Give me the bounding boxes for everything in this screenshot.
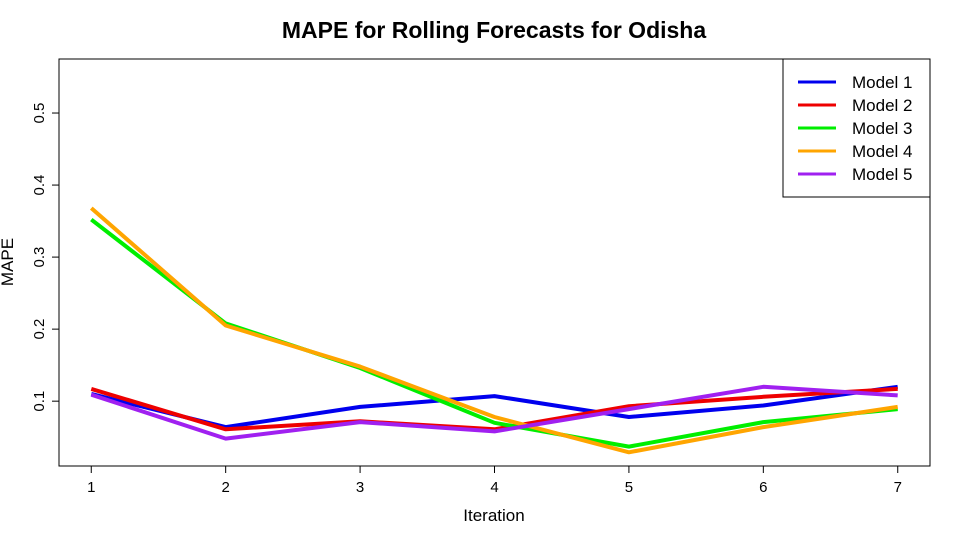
series-line-model-3 — [90, 218, 898, 449]
legend-label-model-5: Model 5 — [852, 165, 912, 184]
x-tick-label: 6 — [759, 479, 767, 496]
series-line-model-1 — [90, 384, 898, 430]
y-tick-label: 0.4 — [31, 175, 48, 196]
legend-label-model-1: Model 1 — [852, 73, 912, 92]
y-tick-label: 0.5 — [31, 103, 48, 124]
x-tick-label: 7 — [894, 479, 902, 496]
y-axis: 0.1 0.2 0.3 0.4 0.5 — [31, 103, 60, 412]
series-lines — [89, 206, 898, 455]
x-axis: 1 2 3 4 5 6 7 — [87, 465, 902, 496]
legend-label-model-3: Model 3 — [852, 119, 912, 138]
legend: Model 1 Model 2 Model 3 Model 4 Model 5 — [782, 58, 931, 198]
series-line-model-4 — [89, 206, 898, 455]
series-line-model-2 — [90, 386, 898, 432]
x-tick-label: 5 — [625, 479, 633, 496]
y-tick-label: 0.3 — [31, 247, 48, 268]
x-tick-label: 1 — [87, 479, 95, 496]
x-tick-label: 2 — [222, 479, 230, 496]
y-tick-label: 0.2 — [31, 319, 48, 340]
legend-label-model-4: Model 4 — [852, 142, 912, 161]
chart-title: MAPE for Rolling Forecasts for Odisha — [282, 17, 706, 43]
x-tick-label: 3 — [356, 479, 364, 496]
legend-label-model-2: Model 2 — [852, 96, 912, 115]
x-tick-label: 4 — [490, 479, 498, 496]
y-tick-label: 0.1 — [31, 391, 48, 412]
series-line-model-5 — [90, 384, 898, 441]
x-axis-label: Iteration — [463, 506, 524, 525]
y-axis-label: MAPE — [0, 238, 17, 286]
